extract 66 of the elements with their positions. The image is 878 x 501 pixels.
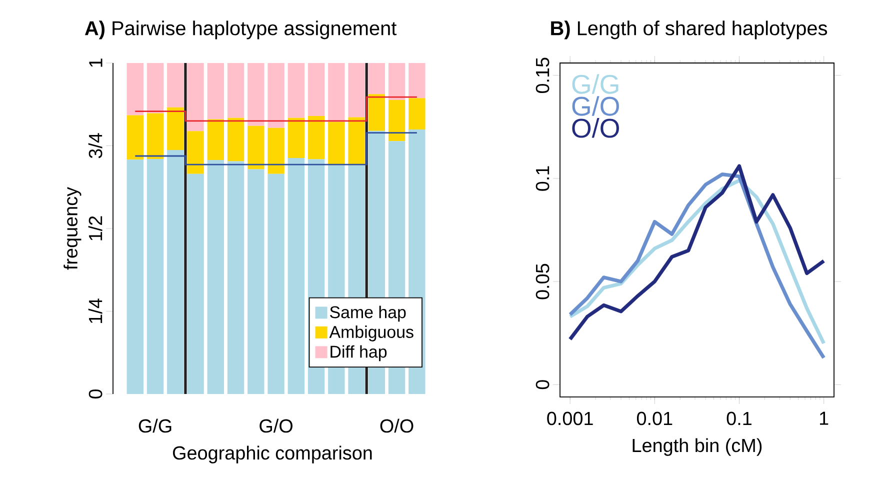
bar: [227, 62, 244, 118]
text: G/G: [572, 74, 618, 94]
text: O/O: [572, 118, 619, 138]
y-tick-label: 0.1: [536, 166, 550, 191]
bar: [167, 107, 184, 150]
bar: [207, 62, 224, 120]
bar: [388, 100, 406, 142]
bar: [227, 118, 244, 162]
legend-label: Diff hap: [330, 345, 387, 362]
bar: [248, 126, 264, 170]
bar: [288, 118, 305, 158]
bar: [408, 62, 426, 98]
x-tick-label: O/O: [380, 418, 414, 433]
bar: [167, 150, 184, 394]
bar: [368, 62, 386, 94]
legend-label: Same hap: [330, 306, 406, 322]
bar: [308, 116, 325, 160]
bar: [268, 174, 284, 394]
bar: [328, 62, 345, 122]
x-tick-label: 1: [820, 412, 828, 425]
y-tick-label: 0.05: [536, 264, 550, 300]
x-tick-label: 0.001: [547, 412, 593, 426]
bar: [146, 158, 164, 394]
bar: [368, 94, 386, 131]
bar: [388, 62, 406, 100]
bar: [348, 62, 365, 118]
x-tick-label: G/G: [138, 418, 172, 433]
bar: [187, 174, 204, 394]
bar: [126, 115, 144, 160]
bar: [187, 62, 204, 132]
bar: [187, 131, 204, 174]
y-tick-label: 0.15: [536, 58, 550, 94]
bar: [126, 160, 144, 394]
bar: [146, 113, 164, 159]
bar: [268, 62, 284, 128]
legend-label: Ambiguous: [329, 326, 414, 342]
y-axis-title: frequency: [64, 186, 82, 270]
bar: [348, 117, 365, 166]
bar: [248, 169, 264, 394]
y-tick-label: 3/4: [88, 133, 102, 158]
chart-title: A) Pairwise haplotype assignement: [84, 20, 397, 40]
bar: [308, 62, 325, 116]
x-axis-title: Length bin (cM): [632, 438, 762, 456]
bar: [126, 62, 144, 116]
bar: [207, 119, 224, 160]
text: G/O: [572, 96, 619, 116]
x-tick-label: 0.01: [636, 412, 672, 426]
bar: [207, 160, 224, 394]
x-axis-title: Geographic comparison: [172, 446, 372, 464]
y-tick-label: 0: [88, 389, 102, 399]
bar: [288, 158, 305, 394]
y-tick-label: 0: [536, 380, 550, 390]
x-tick-label: G/O: [260, 418, 292, 433]
x-tick-label: 0.1: [726, 412, 752, 426]
y-tick-label: 1/2: [88, 216, 102, 240]
bar: [328, 122, 345, 166]
bar: [288, 62, 305, 118]
chart-title: B) Length of shared haplotypes: [551, 20, 828, 40]
bar: [248, 62, 264, 126]
bar: [408, 98, 426, 130]
bar: [268, 128, 284, 174]
y-tick-label: 1: [89, 58, 102, 67]
bar: [167, 62, 184, 108]
bar: [146, 62, 164, 114]
bar: [227, 161, 244, 394]
y-tick-label: 1/4: [88, 298, 102, 323]
